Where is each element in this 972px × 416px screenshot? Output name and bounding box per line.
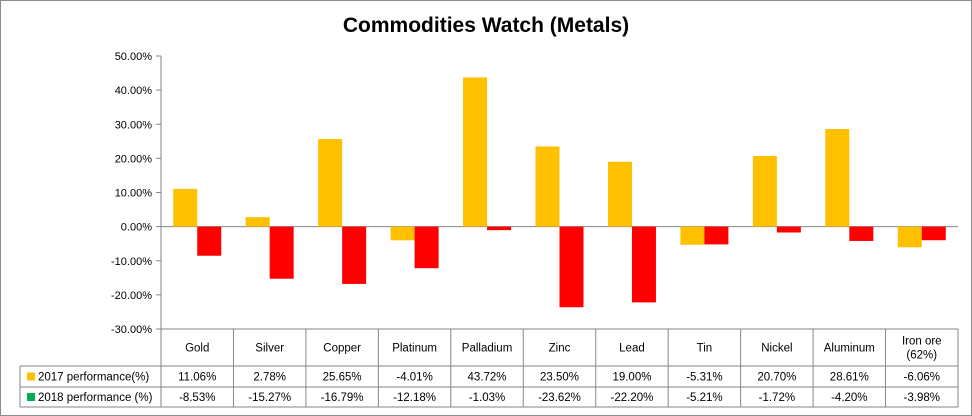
- table-value-2018: -16.79%: [321, 392, 364, 404]
- category-label: Gold: [185, 343, 209, 355]
- bar-2017-lead: [607, 161, 632, 227]
- category-label: Zinc: [549, 343, 571, 355]
- table-value-2017: 28.61%: [830, 372, 869, 384]
- bar-2017-nickel: [752, 155, 777, 227]
- y-tick-label: -20.00%: [111, 290, 152, 302]
- bar-2017-silver: [245, 217, 270, 227]
- legend-label-2017: 2017 performance(%): [38, 372, 149, 384]
- category-label: Tin: [697, 343, 713, 355]
- bar-2018-gold: [197, 226, 222, 256]
- bar-2018-iron-ore-62-: [921, 226, 946, 241]
- table-value-2017: 43.72%: [468, 372, 507, 384]
- table-value-2018: -22.20%: [611, 392, 654, 404]
- category-label: Lead: [619, 343, 645, 355]
- bar-2018-lead: [631, 226, 656, 303]
- y-tick-label: 0.00%: [121, 222, 152, 234]
- table-value-2018: -4.20%: [831, 392, 867, 404]
- y-tick-label: -10.00%: [111, 256, 152, 268]
- bar-2018-copper: [342, 226, 367, 284]
- table-value-2017: -4.01%: [396, 372, 432, 384]
- table-value-2017: 2.78%: [253, 372, 286, 384]
- bar-2017-gold: [173, 188, 198, 227]
- table-value-2018: -23.62%: [538, 392, 581, 404]
- bar-2018-aluminum: [849, 226, 874, 241]
- y-tick-label: 30.00%: [115, 119, 153, 131]
- table-value-2018: -3.98%: [904, 392, 940, 404]
- bar-2018-tin: [704, 226, 729, 245]
- table-value-2017: -6.06%: [904, 372, 940, 384]
- table-value-2017: 23.50%: [540, 372, 579, 384]
- y-tick-label: -30.00%: [111, 324, 152, 336]
- table-value-2017: 19.00%: [612, 372, 651, 384]
- table-value-2018: -8.53%: [179, 392, 215, 404]
- bar-2018-nickel: [776, 226, 801, 233]
- category-label: Copper: [323, 343, 361, 355]
- category-label: Aluminum: [824, 343, 875, 355]
- category-label: Iron ore: [902, 336, 942, 348]
- table-value-2017: -5.31%: [686, 372, 722, 384]
- legend-key-2018: [27, 393, 35, 401]
- bar-2017-palladium: [463, 77, 488, 227]
- category-label: Nickel: [761, 343, 792, 355]
- table-value-2018: -15.27%: [248, 392, 291, 404]
- category-label: Palladium: [462, 343, 513, 355]
- bar-2018-palladium: [487, 226, 512, 231]
- table-value-2018: -5.21%: [686, 392, 722, 404]
- table-value-2018: -12.18%: [393, 392, 436, 404]
- table-value-2017: 25.65%: [323, 372, 362, 384]
- bar-2017-aluminum: [825, 128, 850, 227]
- bar-2017-copper: [318, 139, 343, 227]
- bar-2018-silver: [269, 226, 294, 279]
- bar-2018-platinum: [414, 226, 439, 269]
- bar-2017-iron-ore-62-: [897, 226, 922, 248]
- table-value-2017: 11.06%: [178, 372, 216, 384]
- y-tick-label: 20.00%: [115, 153, 153, 165]
- category-label: Silver: [255, 343, 284, 355]
- bar-2017-platinum: [390, 226, 415, 241]
- y-tick-label: 50.00%: [115, 51, 153, 63]
- legend-key-2017: [27, 372, 35, 381]
- table-value-2018: -1.72%: [759, 392, 795, 404]
- category-label: Platinum: [392, 343, 437, 355]
- category-label: (62%): [906, 350, 937, 362]
- legend-label-2018: 2018 performance (%): [38, 392, 153, 404]
- bar-2018-zinc: [559, 226, 584, 308]
- y-tick-label: 10.00%: [115, 188, 153, 200]
- bar-2017-zinc: [535, 146, 560, 227]
- chart-title: Commodities Watch (Metals): [342, 14, 630, 37]
- y-tick-label: 40.00%: [115, 85, 153, 97]
- table-value-2018: -1.03%: [469, 392, 505, 404]
- bar-2017-tin: [680, 226, 705, 245]
- table-value-2017: 20.70%: [757, 372, 796, 384]
